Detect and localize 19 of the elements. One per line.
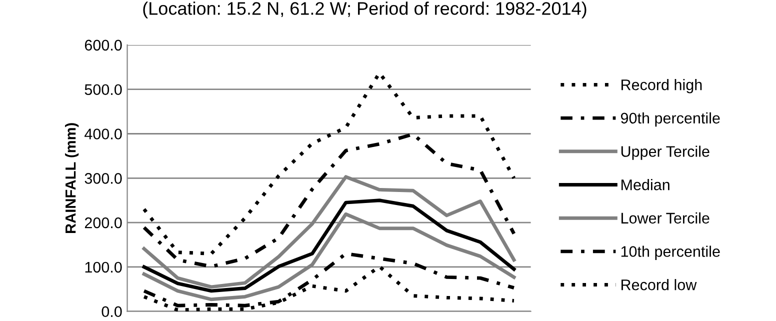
legend-label: Record low [622,279,697,290]
y-tick-label: 300.0 [84,173,122,184]
y-tick-label: 600.0 [84,40,122,51]
legend-label: Lower Tercile [622,212,710,224]
line-series [142,252,516,308]
legend-label: 10th percentile [621,246,720,260]
y-tick-label: 0.0 [102,306,122,318]
legend-label: Record high [622,79,702,94]
legend-label: Median [622,179,670,190]
chart-title: (Location: 15.2 N, 61.2 W; Period of record: 1982-2014) [143,2,586,18]
line-series [142,198,516,293]
y-axis-title: RAINFALL (mm) [65,123,79,233]
legend-label: 90th percentile [620,112,720,127]
y-tick-label: 500.0 [84,84,122,96]
y-tick-label: 100.0 [85,262,122,273]
y-tick-label: 200.0 [84,217,122,228]
y-tick-label: 400.0 [84,128,122,140]
legend-label: Upper Tercile [621,146,710,160]
line-series [142,132,516,268]
